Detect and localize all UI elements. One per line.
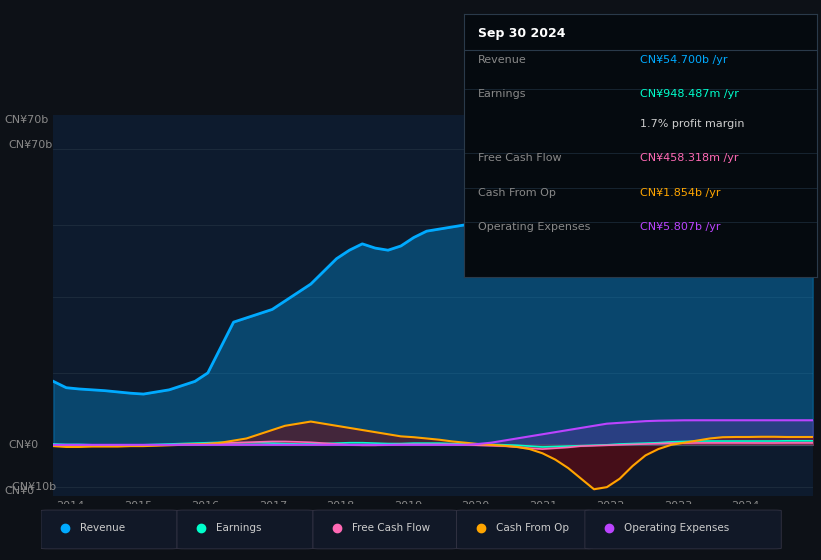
Text: CN¥54.700b /yr: CN¥54.700b /yr <box>640 55 728 65</box>
Text: Free Cash Flow: Free Cash Flow <box>352 523 430 533</box>
FancyBboxPatch shape <box>585 510 782 549</box>
FancyBboxPatch shape <box>456 510 593 549</box>
Text: CN¥948.487m /yr: CN¥948.487m /yr <box>640 89 739 99</box>
Text: CN¥1.854b /yr: CN¥1.854b /yr <box>640 188 721 198</box>
Text: Free Cash Flow: Free Cash Flow <box>478 153 562 164</box>
FancyBboxPatch shape <box>41 510 177 549</box>
Text: Revenue: Revenue <box>478 55 527 65</box>
Text: CN¥0: CN¥0 <box>4 486 34 496</box>
Text: CN¥0: CN¥0 <box>8 440 39 450</box>
FancyBboxPatch shape <box>313 510 456 549</box>
Text: Operating Expenses: Operating Expenses <box>478 222 590 232</box>
Text: -CN¥10b: -CN¥10b <box>8 482 57 492</box>
Text: Earnings: Earnings <box>216 523 262 533</box>
Text: Sep 30 2024: Sep 30 2024 <box>478 27 566 40</box>
Text: Cash From Op: Cash From Op <box>496 523 569 533</box>
Text: Cash From Op: Cash From Op <box>478 188 556 198</box>
Text: Revenue: Revenue <box>80 523 126 533</box>
Text: CN¥70b: CN¥70b <box>4 115 48 125</box>
Text: Operating Expenses: Operating Expenses <box>624 523 729 533</box>
Text: CN¥458.318m /yr: CN¥458.318m /yr <box>640 153 739 164</box>
Text: Earnings: Earnings <box>478 89 526 99</box>
Text: CN¥5.807b /yr: CN¥5.807b /yr <box>640 222 721 232</box>
FancyBboxPatch shape <box>177 510 313 549</box>
Text: 1.7% profit margin: 1.7% profit margin <box>640 119 745 129</box>
Text: CN¥70b: CN¥70b <box>8 140 53 150</box>
